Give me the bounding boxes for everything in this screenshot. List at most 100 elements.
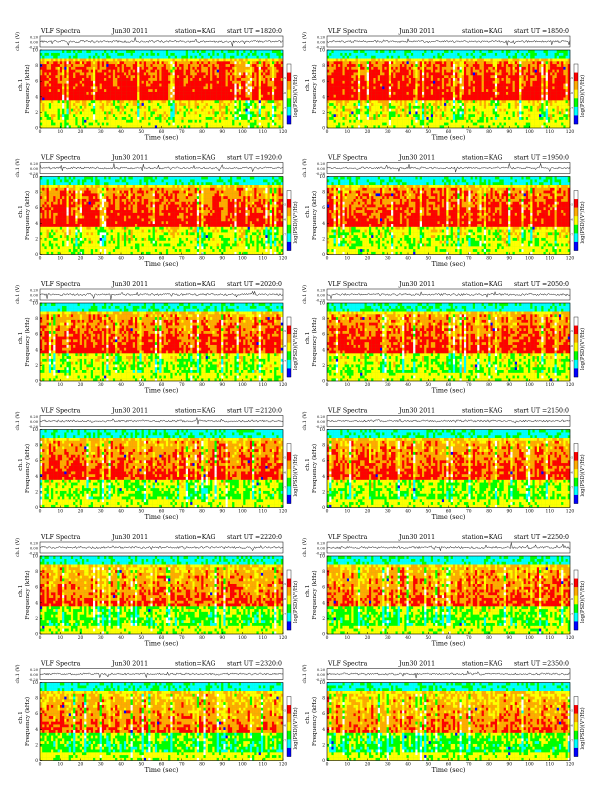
spectrogram-cell [391, 122, 393, 125]
spectrogram-cell [398, 114, 400, 117]
spectrogram-cell [407, 70, 409, 73]
spectrogram-cell [84, 122, 86, 125]
spectrogram-cell [40, 95, 42, 98]
spectrogram-cell [188, 50, 190, 53]
spectrogram-cell [133, 72, 135, 75]
spectrogram-cell [173, 103, 175, 106]
spectrogram-cell [113, 100, 115, 103]
spectrogram-cell [402, 78, 404, 81]
spectrogram-cell [157, 109, 159, 112]
spectrogram-cell [144, 56, 146, 59]
spectrogram-cell [345, 70, 347, 73]
spectrogram-cell [444, 122, 446, 125]
spectrogram-cell [471, 86, 473, 89]
spectrogram-cell [195, 56, 197, 59]
spectrogram-cell [340, 53, 342, 56]
spectrogram-cell [378, 67, 380, 70]
spectrogram-cell [117, 50, 119, 53]
spectrogram-cell [126, 114, 128, 117]
spectrogram-cell [435, 95, 437, 98]
spectrogram-cell [153, 81, 155, 84]
spectrogram-cell [272, 100, 274, 103]
spectrogram-cell [347, 53, 349, 56]
spectrogram-cell [349, 86, 351, 89]
spectrogram-cell [241, 103, 243, 106]
spectrogram-cell [331, 83, 333, 86]
spectrogram-cell [122, 58, 124, 61]
spectrogram-cell [97, 109, 99, 112]
spectrogram-cell [230, 50, 232, 53]
spectrogram-cell [199, 64, 201, 67]
spectrogram-cell [420, 86, 422, 89]
spectrogram-cell [86, 53, 88, 56]
spectrogram-cell [334, 97, 336, 100]
spectrogram-cell [78, 78, 80, 81]
spectrogram-cell [338, 122, 340, 125]
spectrogram-cell [404, 120, 406, 123]
spectrogram-cell [212, 75, 214, 78]
spectrogram-cell [106, 109, 108, 112]
spectrogram-cell [100, 75, 102, 78]
spectrogram-cell [387, 100, 389, 103]
spectrogram-cell [351, 86, 353, 89]
spectrogram-cell [232, 103, 234, 106]
spectrogram-cell [398, 75, 400, 78]
spectrogram-cell [197, 89, 199, 92]
spectrogram-cell [248, 95, 250, 98]
spectrogram-cell [128, 61, 130, 64]
spectrogram-cell [279, 86, 281, 89]
spectrogram-cell [80, 103, 82, 106]
spectrogram-cell [177, 72, 179, 75]
spectrogram-cell [106, 75, 108, 78]
spectrogram-cell [279, 81, 281, 84]
spectrogram-cell [389, 83, 391, 86]
spectrogram-cell [250, 117, 252, 120]
spectrogram-cell [360, 58, 362, 61]
spectrogram-cell [212, 67, 214, 70]
spectrogram-cell [440, 81, 442, 84]
spectrogram-cell [380, 58, 382, 61]
spectrogram-cell [223, 114, 225, 117]
spectrogram-cell [393, 61, 395, 64]
spectrogram-cell [133, 58, 135, 61]
spectrogram-cell [356, 56, 358, 59]
spectrogram-cell [354, 122, 356, 125]
spectrogram-cell [75, 81, 77, 84]
spectrogram-cell [261, 95, 263, 98]
spectrogram-cell [455, 97, 457, 100]
spectrogram-cell [58, 56, 60, 59]
spectrogram-cell [42, 75, 44, 78]
spectrogram-cell [188, 122, 190, 125]
spectrogram-cell [206, 83, 208, 86]
spectrogram-cell [64, 75, 66, 78]
spectrogram-cell [230, 81, 232, 84]
spectrogram-cell [418, 72, 420, 75]
spectrogram-cell [164, 86, 166, 89]
spectrogram-cell [336, 109, 338, 112]
spectrogram-cell [393, 58, 395, 61]
spectrogram-cell [197, 86, 199, 89]
spectrogram-cell [192, 72, 194, 75]
spectrogram-cell [272, 106, 274, 109]
spectrogram-cell [387, 83, 389, 86]
spectrogram-cell [387, 95, 389, 98]
spectrogram-cell [122, 114, 124, 117]
spectrogram-cell [347, 97, 349, 100]
spectrogram-cell [384, 53, 386, 56]
spectrogram-cell [210, 75, 212, 78]
spectrogram-cell [104, 58, 106, 61]
spectrogram-cell [58, 72, 60, 75]
spectrogram-cell [162, 103, 164, 106]
spectrogram-cell [398, 81, 400, 84]
spectrogram-cell [382, 103, 384, 106]
spectrogram-cell [55, 89, 57, 92]
spectrogram-cell [402, 64, 404, 67]
spectrogram-cell [245, 109, 247, 112]
spectrogram-cell [148, 122, 150, 125]
spectrogram-cell [47, 89, 49, 92]
spectrogram-cell [234, 67, 236, 70]
spectrogram-cell [40, 106, 42, 109]
spectrogram-cell [212, 100, 214, 103]
spectrogram-cell [184, 111, 186, 114]
spectrogram-cell [177, 97, 179, 100]
